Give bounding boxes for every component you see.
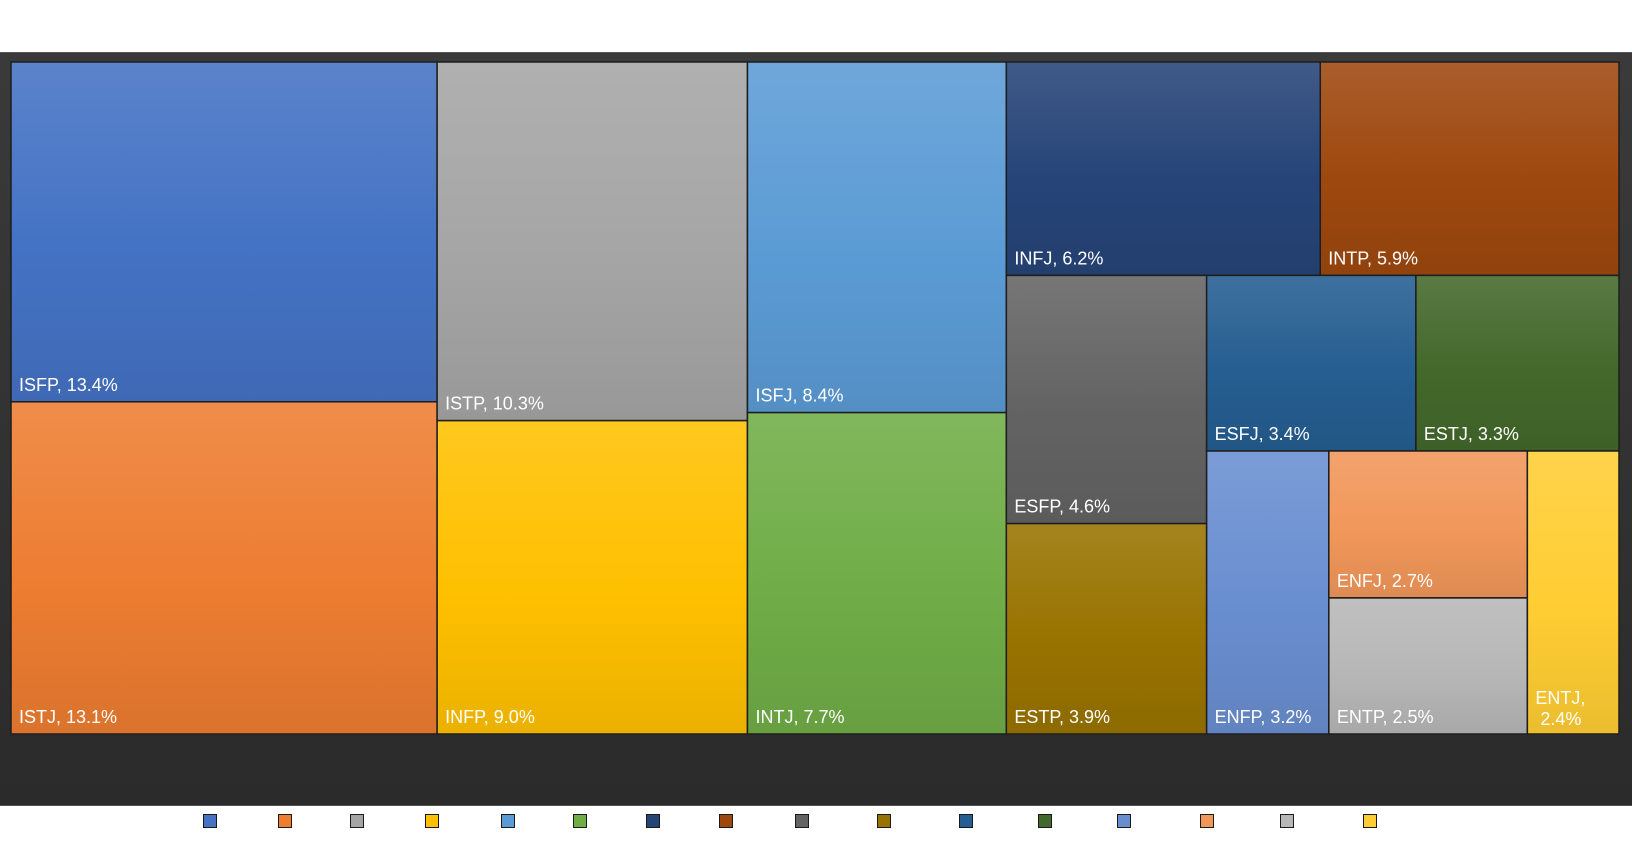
- tile-label-infp: INFP, 9.0%: [445, 707, 535, 727]
- legend-item-estp: ESTP: [877, 811, 945, 832]
- tile-isfp: [10, 61, 438, 403]
- legend-item-estj: ESTJ: [1038, 811, 1103, 832]
- tile-intp: [1319, 61, 1620, 277]
- legend-item-isfp: ISFP: [202, 810, 264, 832]
- tile-infp: [436, 419, 749, 735]
- legend-item-esfp: ESFP: [795, 811, 863, 832]
- legend-label: INTJ: [593, 810, 632, 831]
- tile-isfj: [746, 61, 1008, 414]
- legend-label: ENFJ: [1221, 810, 1267, 831]
- legend-swatch: [572, 814, 587, 828]
- legend-swatch: [1117, 814, 1132, 828]
- legend-swatch: [718, 814, 733, 828]
- legend-label: ENFP: [1138, 810, 1187, 831]
- tile-enfp: [1205, 450, 1330, 735]
- tile-esfj: [1205, 274, 1417, 452]
- legend-label: ESFJ: [980, 810, 1025, 831]
- tile-label-enfj: ENFJ, 2.7%: [1337, 571, 1433, 591]
- tile-label-entj: ENTJ, 2.4%: [1535, 688, 1585, 729]
- legend-swatch: [795, 814, 809, 828]
- tile-label-istp: ISTP, 10.3%: [445, 394, 544, 414]
- tile-intj: [746, 411, 1008, 735]
- tile-label-enfp: ENFP, 3.2%: [1215, 707, 1312, 727]
- legend-item-enfp: ENFP: [1117, 811, 1186, 832]
- tile-label-isfj: ISFJ, 8.4%: [755, 386, 843, 406]
- legend-item-infj: INFJ: [645, 810, 705, 832]
- tile-entp: [1328, 597, 1529, 735]
- legend-label: ISTJ: [298, 810, 336, 831]
- tile-label-estp: ESTP, 3.9%: [1014, 707, 1110, 727]
- legend-item-intj: INTJ: [572, 810, 632, 832]
- legend-item-istp: ISTP: [349, 810, 411, 832]
- legend-swatch: [202, 814, 217, 828]
- tile-esfp: [1005, 274, 1208, 525]
- tile-istp: [436, 61, 749, 422]
- legend-swatch: [959, 814, 974, 828]
- legend-label: INFJ: [666, 810, 705, 831]
- legend-label: ISFP: [223, 810, 264, 831]
- tile-entj: [1526, 450, 1620, 735]
- legend-swatch: [1038, 814, 1053, 828]
- legend-label: ENTP: [1301, 810, 1350, 831]
- legend-item-istj: ISTJ: [277, 810, 336, 832]
- legend-label: ISFJ: [521, 810, 559, 831]
- legend-swatch: [877, 814, 892, 828]
- tile-istj: [10, 401, 438, 735]
- legend-swatch: [349, 814, 364, 828]
- tile-label-intp: INTP, 5.9%: [1328, 248, 1418, 268]
- legend-item-isfj: ISFJ: [500, 810, 559, 832]
- legend-label: ENTJ: [1384, 810, 1430, 831]
- legend-label: ISTP: [370, 810, 411, 831]
- legend-item-enfj: ENFJ: [1200, 811, 1266, 832]
- legend-item-infp: INFP: [424, 810, 487, 832]
- legend-item-intp: INTP: [718, 810, 781, 832]
- legend-label: ESTJ: [1059, 810, 1104, 831]
- chart-legend: ISFP ISTJ ISTP INFP ISFJ INTJ INFJ INTP ESFP ESTP…: [0, 808, 1632, 834]
- chart-frame: ISFP, 13.4% ISTJ, 13.1% ISTP, 10.3% INFP, 9…: [0, 52, 1632, 831]
- legend-item-esfj: ESFJ: [959, 811, 1024, 832]
- legend-swatch: [1280, 814, 1295, 828]
- legend-swatch: [645, 814, 660, 828]
- legend-label: ESFP: [816, 810, 864, 831]
- tile-label-entp: ENTP, 2.5%: [1337, 707, 1434, 727]
- tile-label-isfp: ISFP, 13.4%: [19, 375, 118, 395]
- legend-label: ESTP: [898, 810, 946, 831]
- legend-label: INTP: [739, 810, 781, 831]
- tile-label-istj: ISTJ, 13.1%: [19, 707, 117, 727]
- tile-label-esfj: ESFJ, 3.4%: [1215, 424, 1310, 444]
- tile-infj: [1005, 61, 1322, 277]
- tile-label-estj: ESTJ, 3.3%: [1424, 424, 1519, 444]
- legend-swatch: [424, 814, 439, 828]
- legend-swatch: [1200, 814, 1215, 828]
- legend-swatch: [1363, 814, 1378, 828]
- tile-label-infj: INFJ, 6.2%: [1014, 248, 1103, 268]
- legend-swatch: [277, 814, 292, 828]
- tile-estp: [1005, 522, 1208, 735]
- legend-label: INFP: [445, 810, 487, 831]
- legend-item-entj: ENTJ: [1363, 811, 1429, 832]
- tile-estj: [1415, 274, 1620, 452]
- legend-swatch: [500, 814, 515, 828]
- treemap-chart: ISFP, 13.4% ISTJ, 13.1% ISTP, 10.3% INFP, 9…: [10, 61, 1620, 735]
- tile-enfj: [1328, 450, 1529, 599]
- tile-label-intj: INTJ, 7.7%: [755, 707, 844, 727]
- tile-label-esfp: ESFP, 4.6%: [1014, 497, 1110, 517]
- legend-item-entp: ENTP: [1280, 811, 1349, 832]
